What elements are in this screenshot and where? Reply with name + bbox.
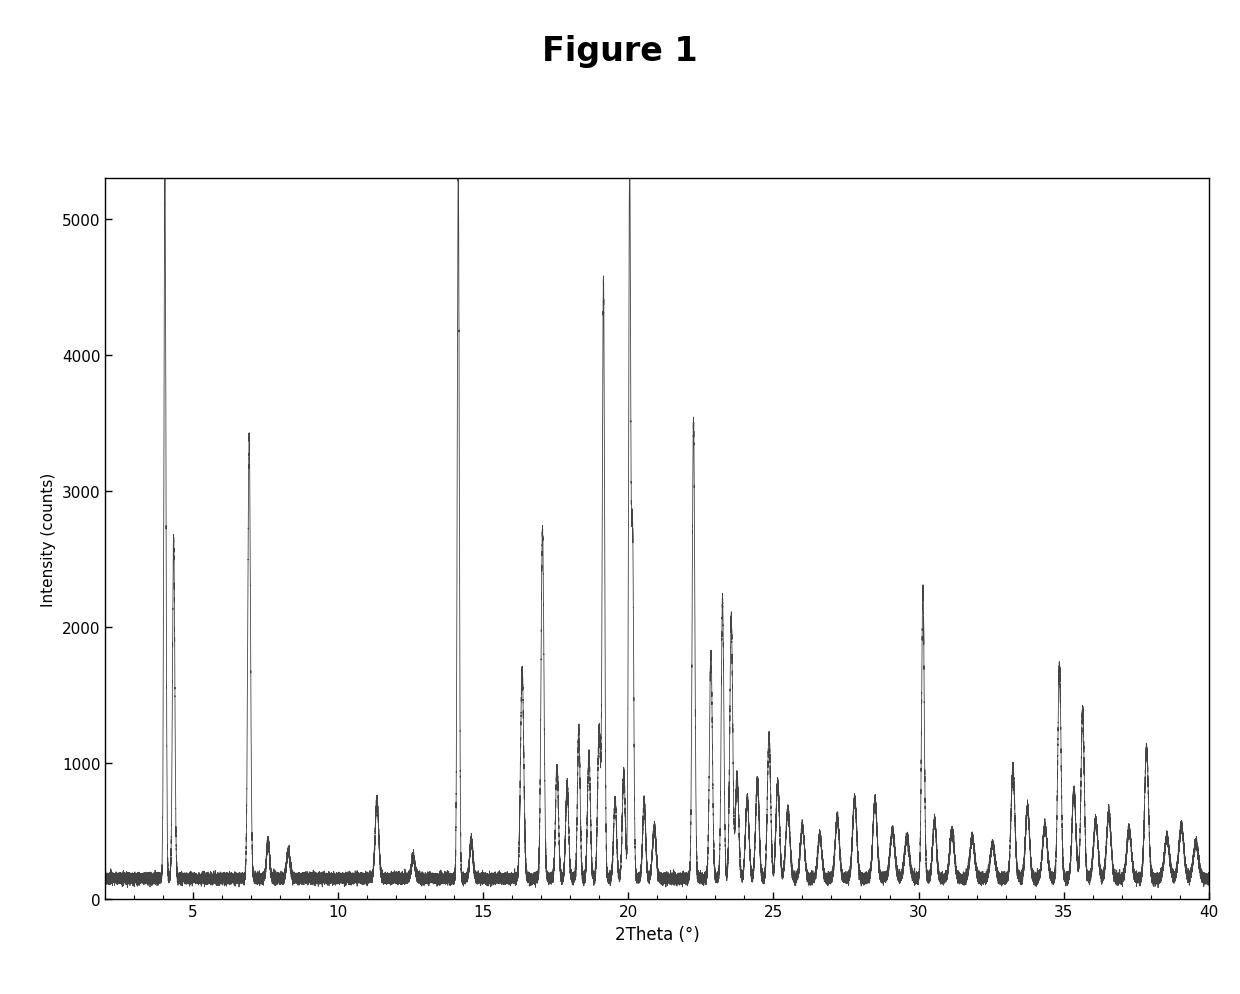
Text: Figure 1: Figure 1: [542, 35, 698, 68]
X-axis label: 2Theta (°): 2Theta (°): [615, 925, 699, 943]
Y-axis label: Intensity (counts): Intensity (counts): [41, 472, 56, 606]
